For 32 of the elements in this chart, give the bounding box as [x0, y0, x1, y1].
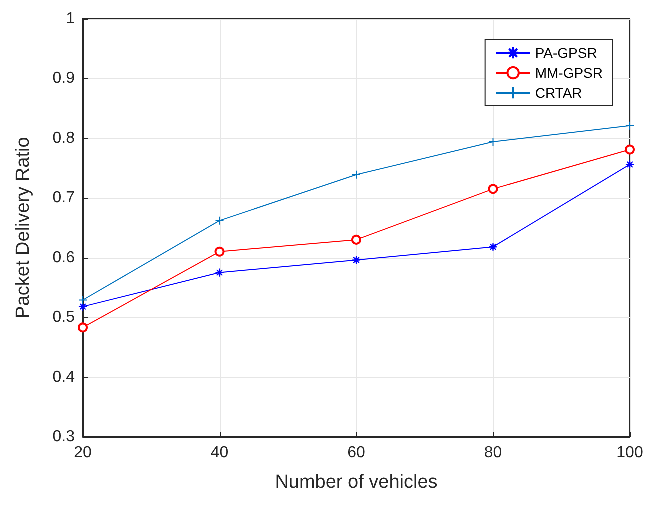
- y-tick-label: 0.5: [52, 309, 76, 326]
- y-axis-title: Packet Delivery Ratio: [13, 137, 34, 319]
- point: [626, 160, 634, 170]
- point: [215, 216, 224, 226]
- y-tick-label: 0.6: [52, 249, 76, 266]
- y-tick-label: 0.9: [52, 70, 76, 88]
- y-tick-label: 0.8: [52, 130, 76, 147]
- point: [352, 256, 361, 265]
- x-tick-label: 100: [616, 444, 644, 462]
- point: [352, 234, 362, 245]
- y-tick-label: 0.7: [52, 190, 76, 207]
- legend-label: MM-GPSR: [535, 65, 604, 81]
- x-axis-title: Number of vehicles: [275, 472, 438, 493]
- point: [488, 138, 498, 147]
- legend-label: CRTAR: [535, 85, 582, 101]
- point: [488, 242, 498, 252]
- y-tick-label: 0.4: [52, 368, 76, 386]
- point: [78, 296, 88, 305]
- point: [214, 246, 225, 257]
- x-tick-label: 20: [74, 444, 92, 462]
- x-tick-label: 80: [484, 444, 502, 462]
- point: [352, 170, 361, 180]
- x-tick-label: 60: [348, 444, 366, 462]
- point: [625, 144, 635, 155]
- y-tick-label: 0.3: [52, 428, 76, 446]
- x-tick-label: 40: [210, 444, 229, 462]
- legend-label: PA-GPSR: [535, 45, 598, 61]
- y-tick-label: 1: [66, 10, 76, 28]
- point: [78, 322, 88, 333]
- point: [626, 121, 634, 130]
- point: [488, 184, 498, 194]
- point: [215, 268, 224, 278]
